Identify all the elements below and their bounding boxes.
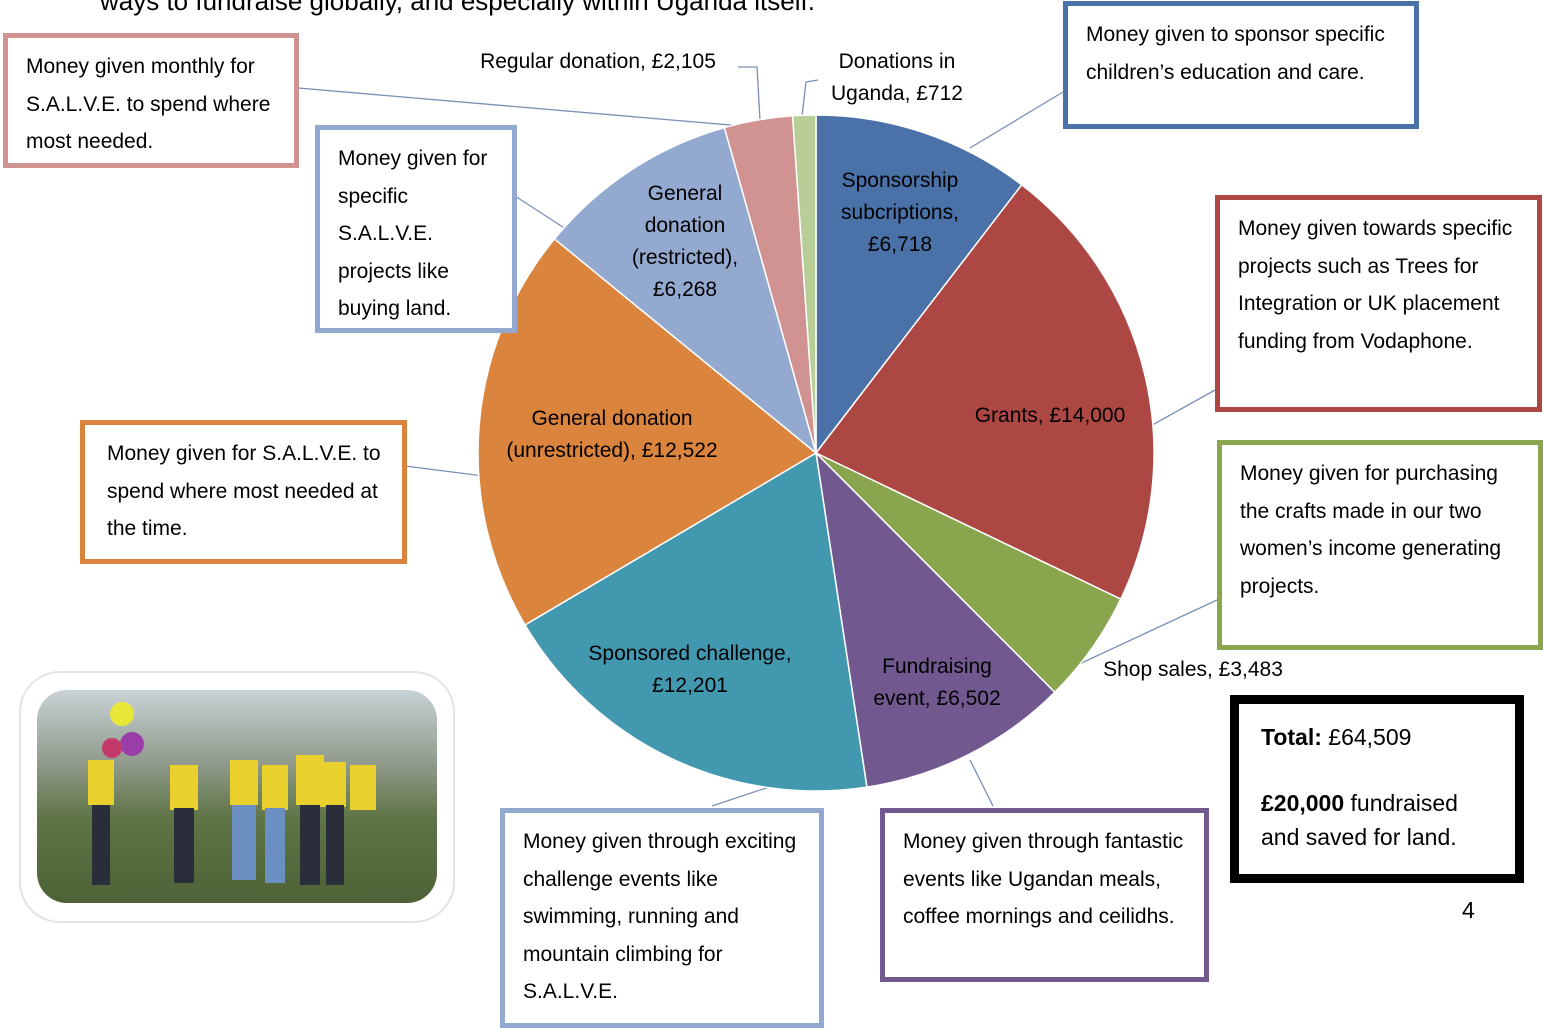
callout-box: Money given for S.A.L.V.E. to spend wher… (80, 420, 407, 564)
leader-line (712, 786, 772, 806)
saved-line: £20,000 fundraised and saved for land. (1261, 786, 1493, 854)
data-label: Grants, £14,000 (940, 400, 1160, 432)
callout-box: Money given for specific S.A.L.V.E. proj… (315, 125, 517, 333)
data-label: Sponsorship subcriptions, £6,718 (815, 165, 985, 261)
total-label: Total: (1261, 724, 1322, 750)
photo (20, 672, 454, 922)
leader-line (802, 80, 818, 116)
data-label: General donation (unrestricted), £12,522 (477, 403, 747, 467)
callout-box: Money given through exciting challenge e… (500, 808, 824, 1028)
callout-box: Money given monthly for S.A.L.V.E. to sp… (3, 33, 299, 168)
data-label: Sponsored challenge, £12,201 (560, 638, 820, 702)
total-line: Total: £64,509 (1261, 720, 1493, 754)
callout-box: Money given through fantastic events lik… (880, 808, 1209, 982)
page: ways to fundraise globally, and especial… (0, 0, 1543, 1011)
data-label: General donation (restricted), £6,268 (615, 178, 755, 306)
page-number: 4 (1462, 897, 1475, 924)
leader-line (970, 92, 1063, 148)
callout-box: Money given towards specific projects su… (1215, 195, 1542, 412)
data-label: Shop sales, £3,483 (1073, 654, 1313, 686)
data-label: Regular donation, £2,105 (448, 46, 748, 78)
total-value: £64,509 (1328, 724, 1411, 750)
data-label: Fundraising event, £6,502 (857, 651, 1017, 715)
data-label: Donations in Uganda, £712 (817, 46, 977, 110)
saved-amount: £20,000 (1261, 790, 1344, 816)
callout-box: Money given to sponsor specific children… (1063, 1, 1419, 129)
leader-line (970, 760, 993, 806)
total-box: Total: £64,509 £20,000 fundraised and sa… (1230, 695, 1524, 883)
leader-line (298, 88, 765, 128)
callout-box: Money given for purchasing the crafts ma… (1217, 440, 1543, 650)
